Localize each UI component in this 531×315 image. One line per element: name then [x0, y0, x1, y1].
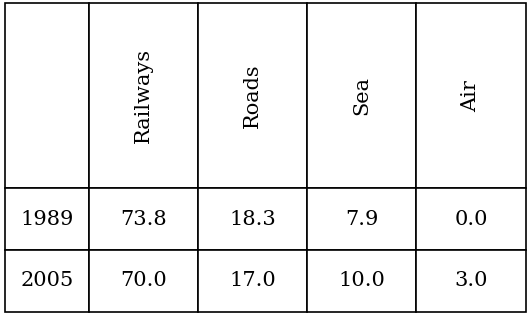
Bar	[198, 188, 307, 250]
Text: Roads: Roads	[243, 63, 262, 128]
Text: 2005: 2005	[20, 272, 74, 290]
Bar	[307, 3, 416, 188]
Bar	[198, 3, 307, 188]
Text: 18.3: 18.3	[229, 210, 276, 229]
Text: Railways: Railways	[134, 48, 153, 143]
Text: 73.8: 73.8	[120, 210, 167, 229]
Bar	[416, 188, 526, 250]
Bar	[307, 188, 416, 250]
Bar	[5, 3, 89, 188]
Text: Sea: Sea	[352, 76, 371, 115]
Bar	[89, 188, 198, 250]
Bar	[416, 3, 526, 188]
Text: 70.0: 70.0	[120, 272, 167, 290]
Bar	[5, 250, 89, 312]
Text: 0.0: 0.0	[455, 210, 488, 229]
Bar	[5, 188, 89, 250]
Bar	[307, 250, 416, 312]
Text: 1989: 1989	[20, 210, 74, 229]
Text: 17.0: 17.0	[229, 272, 276, 290]
Bar	[198, 250, 307, 312]
Bar	[416, 250, 526, 312]
Text: 7.9: 7.9	[345, 210, 379, 229]
Text: Air: Air	[461, 80, 481, 112]
Bar	[89, 250, 198, 312]
Text: 10.0: 10.0	[338, 272, 385, 290]
Bar	[89, 3, 198, 188]
Text: 3.0: 3.0	[455, 272, 488, 290]
